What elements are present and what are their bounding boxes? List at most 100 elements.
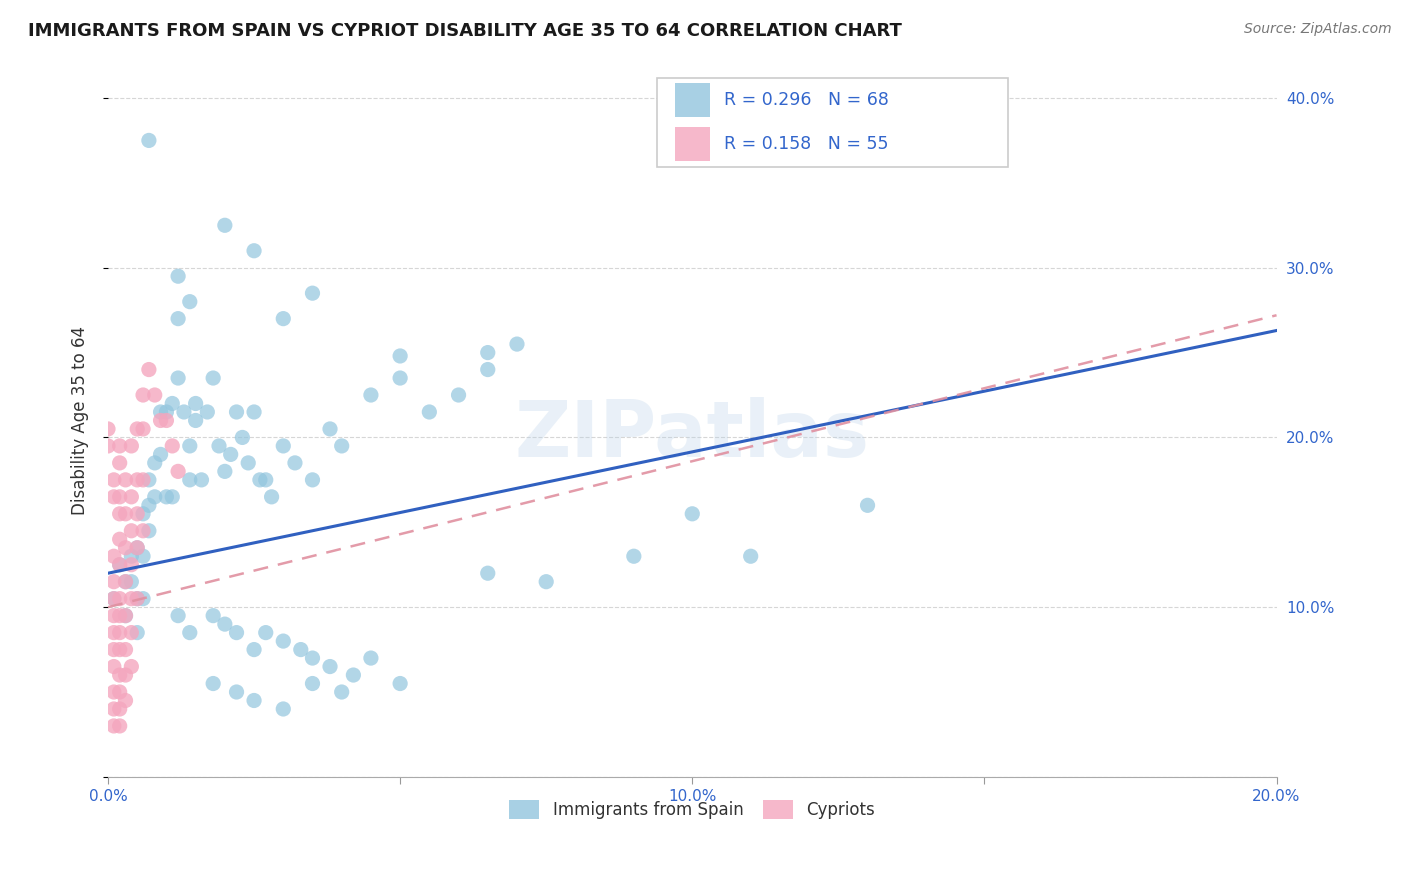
Point [389, 349, 412, 363]
Point [103, 642, 125, 657]
Point [243, 405, 266, 419]
Point [179, 439, 201, 453]
Point [167, 269, 190, 284]
Point [103, 591, 125, 606]
Point [534, 574, 557, 589]
Point [120, 625, 142, 640]
Point [108, 456, 131, 470]
Point [284, 456, 307, 470]
Point [623, 549, 645, 564]
Point [167, 311, 190, 326]
Point [225, 685, 247, 699]
Point [132, 507, 155, 521]
Point [225, 625, 247, 640]
Y-axis label: Disability Age 35 to 64: Disability Age 35 to 64 [72, 326, 89, 515]
Point [127, 591, 149, 606]
Point [214, 219, 236, 233]
Point [167, 464, 190, 478]
Point [103, 608, 125, 623]
Point [243, 244, 266, 258]
Point [108, 685, 131, 699]
Point [103, 685, 125, 699]
Point [127, 541, 149, 555]
Point [132, 549, 155, 564]
Point [108, 625, 131, 640]
Point [120, 549, 142, 564]
Point [132, 524, 155, 538]
Point [138, 473, 160, 487]
Point [254, 625, 277, 640]
Point [249, 473, 271, 487]
Point [506, 337, 529, 351]
Point [208, 439, 231, 453]
Point [477, 345, 499, 359]
Point [97, 422, 120, 436]
Point [120, 558, 142, 572]
Point [219, 447, 242, 461]
Point [108, 668, 131, 682]
Point [108, 507, 131, 521]
Point [477, 566, 499, 581]
Point [114, 668, 136, 682]
Point [155, 490, 177, 504]
Point [149, 405, 172, 419]
Point [740, 549, 762, 564]
Point [214, 617, 236, 632]
Point [120, 439, 142, 453]
Point [127, 473, 149, 487]
Point [184, 396, 207, 410]
Point [132, 473, 155, 487]
Point [103, 574, 125, 589]
Point [260, 490, 283, 504]
Point [132, 388, 155, 402]
Point [173, 405, 195, 419]
Point [202, 676, 225, 690]
Point [179, 294, 201, 309]
Point [127, 591, 149, 606]
Point [190, 473, 212, 487]
Point [120, 490, 142, 504]
Point [301, 473, 323, 487]
Point [114, 507, 136, 521]
Point [418, 405, 440, 419]
Text: IMMIGRANTS FROM SPAIN VS CYPRIOT DISABILITY AGE 35 TO 64 CORRELATION CHART: IMMIGRANTS FROM SPAIN VS CYPRIOT DISABIL… [28, 22, 903, 40]
Point [202, 608, 225, 623]
Point [179, 625, 201, 640]
Point [103, 490, 125, 504]
Point [162, 490, 184, 504]
Point [114, 608, 136, 623]
Point [162, 439, 184, 453]
Point [477, 362, 499, 376]
Point [103, 702, 125, 716]
Point [138, 362, 160, 376]
Point [103, 591, 125, 606]
Point [120, 524, 142, 538]
Point [143, 456, 166, 470]
Point [155, 405, 177, 419]
Point [120, 591, 142, 606]
Point [301, 676, 323, 690]
Text: Source: ZipAtlas.com: Source: ZipAtlas.com [1244, 22, 1392, 37]
Point [114, 473, 136, 487]
Point [149, 413, 172, 427]
Point [108, 642, 131, 657]
Point [132, 591, 155, 606]
Point [132, 422, 155, 436]
Point [290, 642, 312, 657]
Point [108, 558, 131, 572]
Point [120, 659, 142, 673]
Point [97, 439, 120, 453]
Point [120, 574, 142, 589]
Point [330, 439, 353, 453]
Point [214, 464, 236, 478]
Point [342, 668, 364, 682]
Point [149, 447, 172, 461]
Point [127, 422, 149, 436]
Legend: Immigrants from Spain, Cypriots: Immigrants from Spain, Cypriots [502, 793, 882, 826]
Point [225, 405, 247, 419]
Point [195, 405, 218, 419]
Point [103, 473, 125, 487]
Point [162, 396, 184, 410]
Point [103, 719, 125, 733]
Point [108, 490, 131, 504]
